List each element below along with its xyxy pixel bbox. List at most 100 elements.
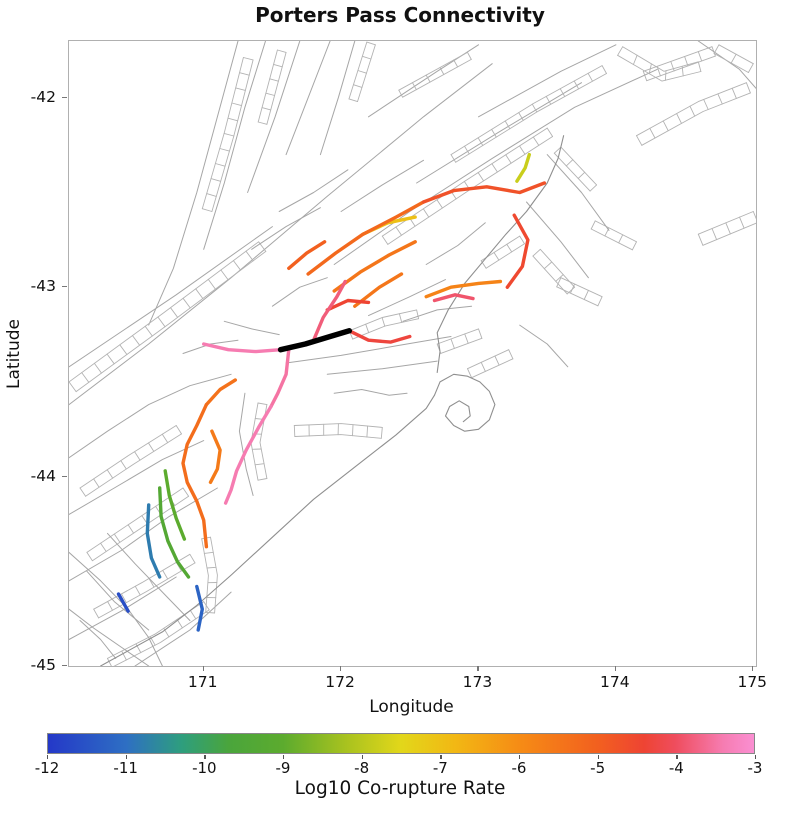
fault-mesh-rung: [532, 136, 540, 146]
background-fault-trace: [526, 201, 589, 279]
y-tick-label: -42: [30, 87, 56, 106]
background-fault-trace: [107, 532, 191, 621]
fault-mesh-edge: [560, 146, 598, 186]
colorbar-tick-label: -11: [113, 759, 138, 777]
fault-mesh-rung: [206, 193, 217, 197]
fault-mesh-rung: [739, 216, 745, 229]
fault-mesh-rung: [381, 235, 389, 245]
co-rupture-trace: [195, 584, 204, 632]
fault-mesh-rung: [113, 533, 121, 543]
fault-mesh-rung: [480, 361, 486, 372]
colorbar-tick: [204, 755, 206, 759]
fault-mesh-rung: [106, 353, 115, 365]
background-fault-trace: [278, 169, 349, 212]
x-tick-label: 173: [462, 673, 493, 691]
fault-mesh-rung: [545, 95, 552, 105]
fault-mesh-rung: [745, 82, 751, 94]
fault-mesh-rung: [703, 99, 709, 110]
co-rupture-trace: [223, 404, 273, 505]
fault-mesh-rung: [361, 55, 372, 60]
fault-mesh-rung: [269, 78, 279, 82]
x-tick-label: 174: [600, 673, 630, 691]
fault-mesh-rung: [618, 234, 624, 244]
fault-mesh-rung: [276, 49, 287, 53]
fault-mesh-edge: [257, 49, 278, 123]
co-rupture-trace: [208, 429, 222, 484]
fault-mesh-rung: [648, 63, 652, 75]
fault-mesh-rung: [219, 148, 230, 152]
fault-mesh-rung: [176, 618, 183, 629]
background-fault-trace: [223, 320, 280, 336]
fault-map-svg: [69, 41, 756, 666]
fault-mesh-rung: [220, 269, 229, 281]
background-fault-trace: [368, 279, 446, 317]
fault-mesh-edge: [113, 609, 210, 666]
fault-mesh-rung: [559, 88, 566, 97]
fault-mesh-rung: [717, 93, 723, 105]
fault-mesh-edge: [485, 243, 525, 269]
fault-mesh-rung: [662, 120, 669, 132]
background-fault-trace: [69, 487, 218, 582]
fault-mesh-edge: [641, 92, 751, 146]
fault-mesh-rung: [120, 460, 127, 470]
x-tick-label: 175: [737, 673, 768, 691]
fault-mesh-rung: [121, 650, 127, 661]
fault-mesh-edge: [79, 425, 177, 489]
fault-mesh-rung: [590, 220, 596, 230]
fault-mesh-rung: [207, 278, 216, 290]
background-fault-trace: [247, 41, 301, 193]
co-rupture-trace: [163, 469, 187, 541]
y-tick: [62, 286, 67, 288]
fault-mesh-rung: [210, 178, 222, 182]
fault-mesh-rung: [546, 127, 554, 137]
colorbar-tick-label: -3: [747, 759, 763, 777]
fault-mesh-edge: [201, 538, 209, 613]
background-fault-trace: [69, 63, 493, 406]
background-fault-trace: [69, 576, 177, 640]
fault-mesh-rung: [127, 524, 135, 534]
fault-mesh-rung: [148, 577, 155, 588]
coastline: [100, 394, 436, 666]
fault-mesh-edge: [553, 152, 591, 192]
fault-mesh-rung: [670, 61, 675, 72]
fault-mesh-rung: [107, 601, 113, 611]
fault-mesh-rung: [147, 442, 155, 452]
background-fault-trace: [148, 41, 239, 326]
fault-mesh-rung: [583, 289, 589, 300]
co-rupture-trace: [204, 378, 237, 407]
fault-mesh-rung: [477, 172, 485, 182]
fault-mesh-rung: [422, 208, 430, 218]
co-rupture-trace: [311, 279, 347, 342]
x-tick-label: 172: [325, 673, 355, 691]
fault-mesh-rung: [632, 54, 638, 65]
fault-mesh-rung: [631, 241, 637, 251]
fault-mesh-rung: [556, 277, 562, 288]
background-fault-trace: [319, 41, 356, 156]
colorbar-tick: [519, 755, 521, 759]
fault-mesh-rung: [242, 57, 254, 61]
fault-mesh-rung: [731, 87, 737, 99]
fault-mesh-rung: [381, 317, 386, 327]
fault-mesh-rung: [493, 252, 500, 261]
background-fault-trace: [203, 41, 266, 250]
fault-mesh-edge: [402, 58, 472, 98]
fault-mesh-rung: [491, 128, 497, 138]
co-rupture-trace: [202, 342, 283, 354]
fault-mesh-rung: [697, 61, 702, 72]
background-fault-trace: [697, 41, 756, 89]
fault-mesh-rung: [182, 297, 191, 309]
fault-mesh-rung: [205, 611, 216, 614]
fault-mesh-rung: [201, 208, 213, 212]
fault-mesh-rung: [532, 248, 541, 257]
fault-mesh-rung: [161, 433, 169, 444]
fault-mesh-rung: [134, 451, 141, 461]
fault-mesh-rung: [257, 121, 268, 125]
colorbar-tick: [440, 755, 442, 759]
fault-mesh-rung: [664, 70, 667, 81]
fault-mesh-rung: [100, 542, 107, 552]
fault-mesh-rung: [366, 425, 369, 438]
fault-mesh-rung: [135, 643, 142, 654]
fault-mesh-rung: [162, 569, 169, 580]
colorbar-tick-label: -5: [590, 759, 606, 777]
